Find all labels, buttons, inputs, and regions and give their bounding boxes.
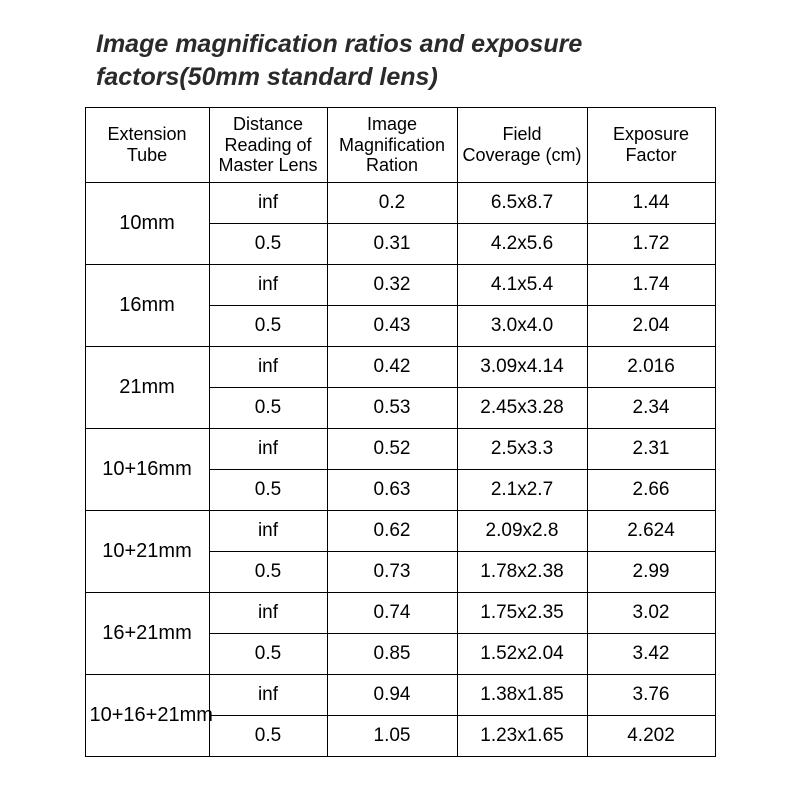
cell-exp: 2.04 bbox=[587, 306, 715, 347]
page-title: Image magnification ratios and exposure … bbox=[0, 28, 700, 93]
cell-ext: 10+16+21mm bbox=[85, 675, 209, 757]
cell-field: 1.23x1.65 bbox=[457, 716, 587, 757]
cell-mag: 0.62 bbox=[327, 511, 457, 552]
cell-mag: 0.43 bbox=[327, 306, 457, 347]
cell-ext: 16mm bbox=[85, 265, 209, 347]
cell-exp: 2.34 bbox=[587, 388, 715, 429]
cell-exp: 2.624 bbox=[587, 511, 715, 552]
cell-mag: 0.52 bbox=[327, 429, 457, 470]
cell-dist: 0.5 bbox=[209, 224, 327, 265]
cell-exp: 3.42 bbox=[587, 634, 715, 675]
cell-dist: inf bbox=[209, 347, 327, 388]
cell-exp: 1.44 bbox=[587, 183, 715, 224]
cell-mag: 0.94 bbox=[327, 675, 457, 716]
cell-dist: 0.5 bbox=[209, 306, 327, 347]
cell-dist: 0.5 bbox=[209, 634, 327, 675]
cell-field: 6.5x8.7 bbox=[457, 183, 587, 224]
cell-field: 3.09x4.14 bbox=[457, 347, 587, 388]
cell-dist: 0.5 bbox=[209, 388, 327, 429]
cell-ext: 10+16mm bbox=[85, 429, 209, 511]
cell-mag: 1.05 bbox=[327, 716, 457, 757]
table-row: 10mminf0.26.5x8.71.44 bbox=[85, 183, 715, 224]
cell-field: 1.78x2.38 bbox=[457, 552, 587, 593]
cell-ext: 10mm bbox=[85, 183, 209, 265]
cell-mag: 0.63 bbox=[327, 470, 457, 511]
cell-mag: 0.32 bbox=[327, 265, 457, 306]
cell-field: 1.52x2.04 bbox=[457, 634, 587, 675]
cell-mag: 0.42 bbox=[327, 347, 457, 388]
cell-dist: inf bbox=[209, 511, 327, 552]
cell-field: 2.1x2.7 bbox=[457, 470, 587, 511]
col-header-field: Field Coverage (cm) bbox=[457, 108, 587, 183]
table-row: 16mminf0.324.1x5.41.74 bbox=[85, 265, 715, 306]
cell-mag: 0.31 bbox=[327, 224, 457, 265]
cell-mag: 0.85 bbox=[327, 634, 457, 675]
cell-field: 1.75x2.35 bbox=[457, 593, 587, 634]
cell-dist: inf bbox=[209, 675, 327, 716]
cell-dist: inf bbox=[209, 265, 327, 306]
cell-mag: 0.2 bbox=[327, 183, 457, 224]
cell-mag: 0.53 bbox=[327, 388, 457, 429]
cell-exp: 2.016 bbox=[587, 347, 715, 388]
cell-mag: 0.73 bbox=[327, 552, 457, 593]
cell-field: 2.5x3.3 bbox=[457, 429, 587, 470]
cell-dist: inf bbox=[209, 593, 327, 634]
col-header-ext: Extension Tube bbox=[85, 108, 209, 183]
table-row: 16+21mminf0.741.75x2.353.02 bbox=[85, 593, 715, 634]
magnification-table: Extension Tube Distance Reading of Maste… bbox=[85, 107, 716, 757]
table-row: 10+21mminf0.622.09x2.82.624 bbox=[85, 511, 715, 552]
cell-exp: 1.72 bbox=[587, 224, 715, 265]
table-row: 10+16+21mminf0.941.38x1.853.76 bbox=[85, 675, 715, 716]
cell-mag: 0.74 bbox=[327, 593, 457, 634]
cell-ext: 10+21mm bbox=[85, 511, 209, 593]
cell-ext: 21mm bbox=[85, 347, 209, 429]
cell-exp: 4.202 bbox=[587, 716, 715, 757]
cell-exp: 2.66 bbox=[587, 470, 715, 511]
cell-ext: 16+21mm bbox=[85, 593, 209, 675]
table-header-row: Extension Tube Distance Reading of Maste… bbox=[85, 108, 715, 183]
col-header-dist: Distance Reading of Master Lens bbox=[209, 108, 327, 183]
cell-field: 4.2x5.6 bbox=[457, 224, 587, 265]
cell-dist: 0.5 bbox=[209, 552, 327, 593]
cell-field: 4.1x5.4 bbox=[457, 265, 587, 306]
cell-exp: 2.31 bbox=[587, 429, 715, 470]
cell-field: 2.45x3.28 bbox=[457, 388, 587, 429]
cell-dist: inf bbox=[209, 429, 327, 470]
table-row: 10+16mminf0.522.5x3.32.31 bbox=[85, 429, 715, 470]
cell-exp: 1.74 bbox=[587, 265, 715, 306]
cell-dist: 0.5 bbox=[209, 716, 327, 757]
cell-exp: 3.76 bbox=[587, 675, 715, 716]
cell-exp: 2.99 bbox=[587, 552, 715, 593]
cell-dist: 0.5 bbox=[209, 470, 327, 511]
col-header-exp: Exposure Factor bbox=[587, 108, 715, 183]
cell-field: 1.38x1.85 bbox=[457, 675, 587, 716]
cell-dist: inf bbox=[209, 183, 327, 224]
cell-field: 3.0x4.0 bbox=[457, 306, 587, 347]
col-header-mag: Image Magnification Ration bbox=[327, 108, 457, 183]
table-row: 21mminf0.423.09x4.142.016 bbox=[85, 347, 715, 388]
cell-exp: 3.02 bbox=[587, 593, 715, 634]
cell-field: 2.09x2.8 bbox=[457, 511, 587, 552]
